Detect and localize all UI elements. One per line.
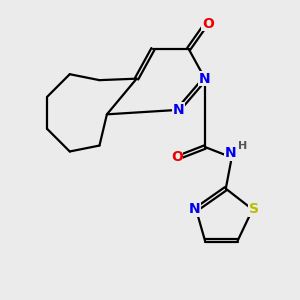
- Text: H: H: [238, 141, 247, 151]
- Text: N: N: [199, 72, 211, 86]
- Text: O: O: [171, 150, 183, 164]
- Text: N: N: [224, 146, 236, 160]
- Text: N: N: [172, 103, 184, 117]
- Text: N: N: [189, 202, 200, 216]
- Text: S: S: [249, 202, 259, 216]
- Text: O: O: [202, 17, 214, 31]
